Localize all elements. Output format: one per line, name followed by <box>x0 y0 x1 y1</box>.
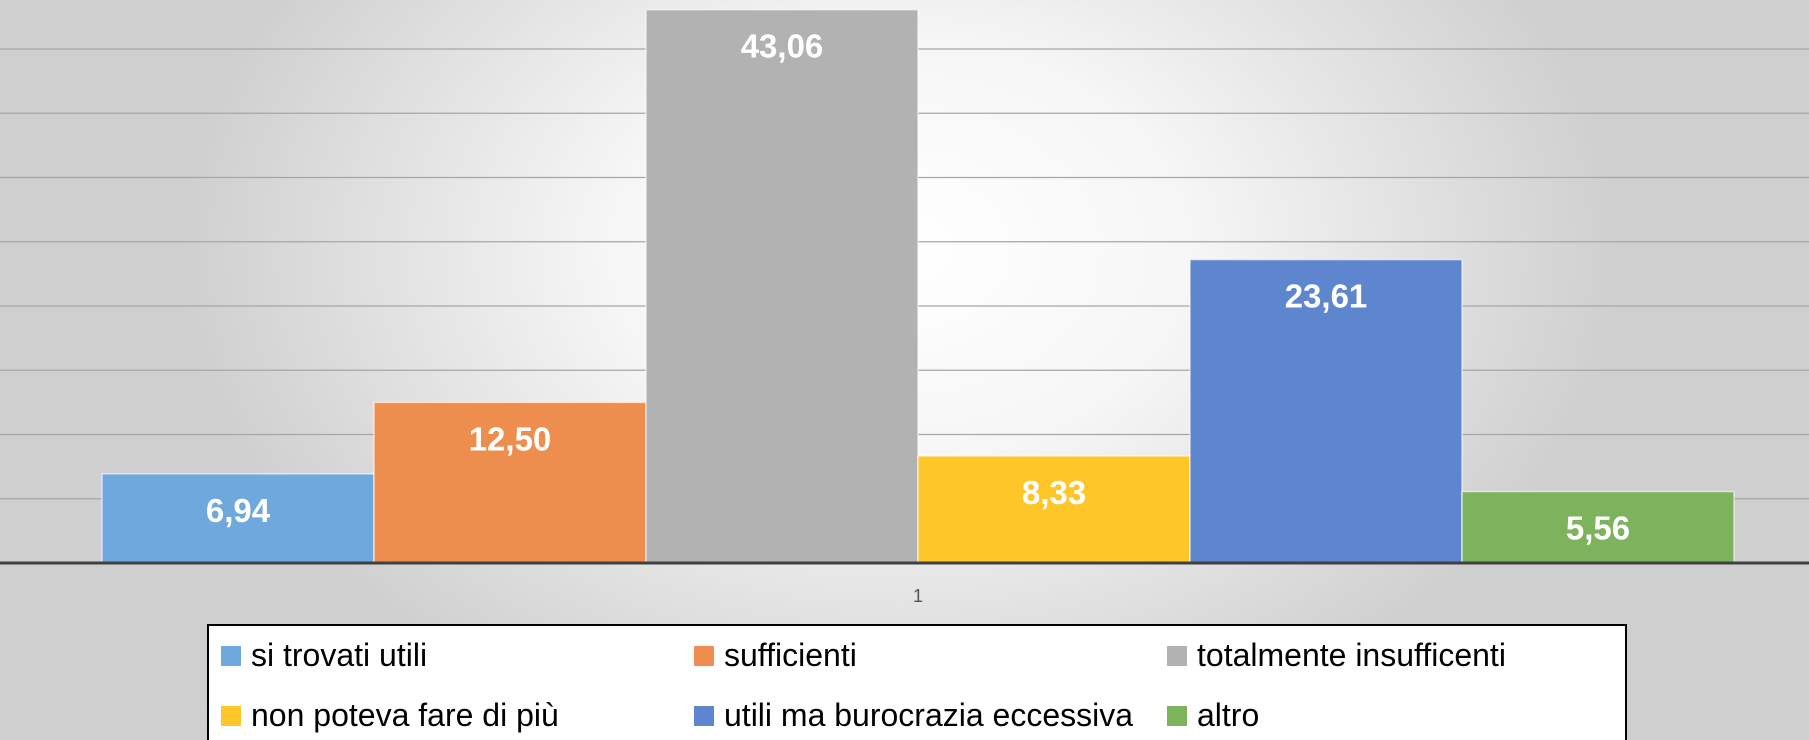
bar-sufficienti <box>373 401 647 564</box>
legend-swatch-sufficienti <box>694 645 714 666</box>
legend-swatch-non-poteva-fare-di-piu <box>221 705 241 726</box>
legend-label-altro: altro <box>1197 697 1260 733</box>
data-label-non-poteva-fare-di-piu: 8,33 <box>1022 474 1086 511</box>
legend-label-totalmente-insufficenti: totalmente insufficenti <box>1197 637 1506 673</box>
data-label-totalmente-insufficenti: 43,06 <box>741 28 824 65</box>
legend-label-non-poteva-fare-di-piu: non poteva fare di più <box>251 697 559 733</box>
legend-item-altro: altro <box>1167 697 1259 734</box>
legend-item-non-poteva-fare-di-piu: non poteva fare di più <box>221 697 559 734</box>
legend-swatch-totalmente-insufficenti <box>1167 645 1187 666</box>
bar-si-trovati-utili <box>101 473 375 564</box>
data-label-utili-ma-burocrazia-eccessiva: 23,61 <box>1285 278 1368 315</box>
legend-label-utili-ma-burocrazia-eccessiva: utili ma burocrazia eccessiva <box>724 697 1134 733</box>
legend-item-totalmente-insufficenti: totalmente insufficenti <box>1167 637 1506 674</box>
bar-non-poteva-fare-di-piu <box>917 455 1191 564</box>
bar-totalmente-insufficenti <box>645 8 919 564</box>
data-label-si-trovati-utili: 6,94 <box>206 492 271 529</box>
legend-item-sufficienti: sufficienti <box>694 637 857 674</box>
legend-swatch-altro <box>1167 705 1187 726</box>
legend-swatch-utili-ma-burocrazia-eccessiva <box>694 705 714 726</box>
x-tick-label-1: 1 <box>913 586 923 606</box>
legend-label-si-trovati-utili: si trovati utili <box>251 637 428 673</box>
bar-altro <box>1461 490 1735 564</box>
legend-item-utili-ma-burocrazia-eccessiva: utili ma burocrazia eccessiva <box>694 697 1133 734</box>
legend-item-si-trovati-utili: si trovati utili <box>221 637 427 674</box>
legend-label-sufficienti: sufficienti <box>724 637 857 673</box>
bars: 6,94 12,50 43,06 8,33 23,61 5,56 <box>101 8 1735 564</box>
legend-swatch-si-trovati-utili <box>221 645 241 666</box>
data-label-sufficienti: 12,50 <box>469 420 552 457</box>
bar-utili-ma-burocrazia-eccessiva <box>1189 258 1463 564</box>
bar-chart: 6,94 12,50 43,06 8,33 23,61 5,56 1 <box>0 8 1809 606</box>
legend: si trovati utili sufficienti totalmente … <box>207 624 1627 740</box>
data-label-altro: 5,56 <box>1566 509 1630 546</box>
